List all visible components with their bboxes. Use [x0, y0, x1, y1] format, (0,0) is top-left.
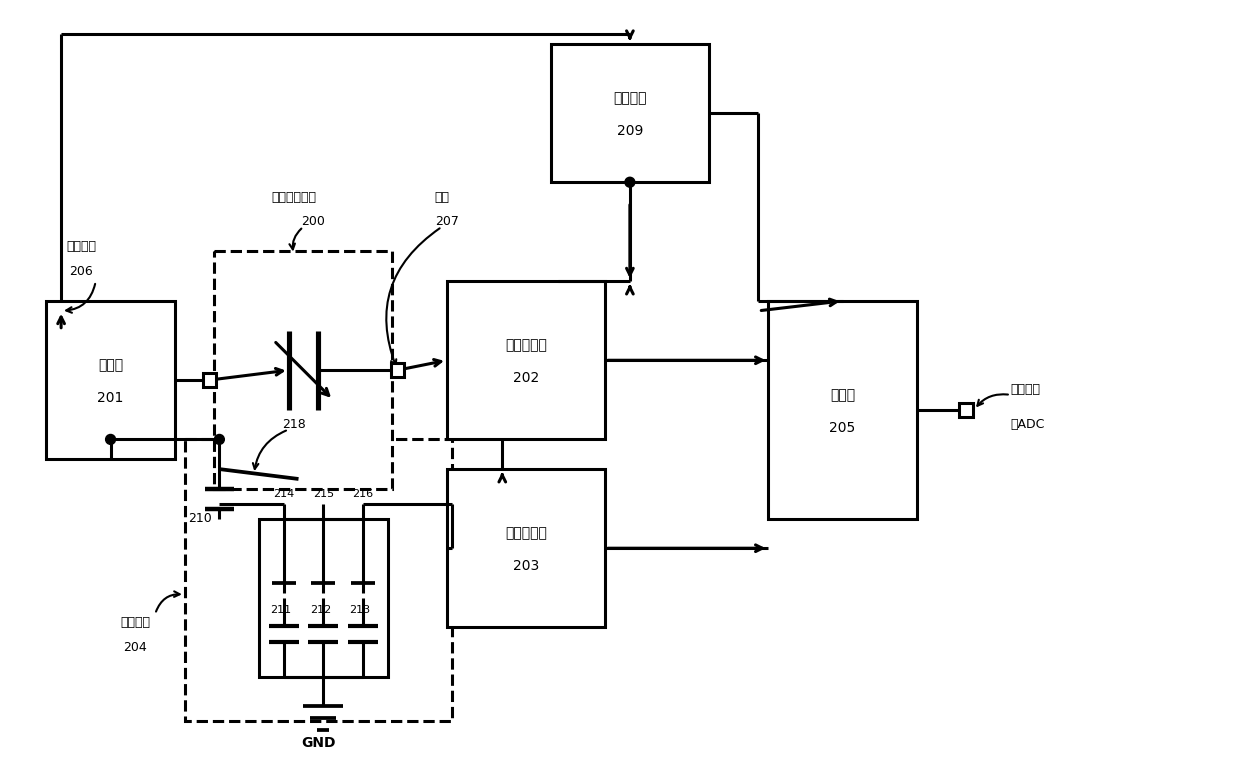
Circle shape — [215, 435, 224, 444]
Bar — [185, 439, 451, 722]
Text: 模拟输出: 模拟输出 — [1011, 383, 1040, 396]
Text: 209: 209 — [616, 124, 644, 138]
Text: 放大器: 放大器 — [830, 388, 856, 402]
Bar — [446, 281, 605, 439]
Bar — [215, 251, 393, 489]
Text: 偏置匹配: 偏置匹配 — [120, 616, 150, 629]
Text: 201: 201 — [98, 391, 124, 405]
Bar — [259, 519, 388, 677]
Text: 200: 200 — [301, 215, 325, 228]
Text: 偏置缓冲器: 偏置缓冲器 — [505, 527, 547, 540]
Text: 高压偏置: 高压偏置 — [66, 240, 95, 253]
Text: 213: 213 — [350, 605, 371, 615]
Circle shape — [625, 177, 635, 187]
Text: 216: 216 — [352, 489, 373, 499]
Text: 输入缓冲器: 输入缓冲器 — [505, 338, 547, 352]
Bar — [960, 402, 973, 416]
Text: 211: 211 — [270, 605, 291, 615]
Text: 202: 202 — [513, 371, 539, 385]
Text: 204: 204 — [124, 641, 148, 654]
Text: 207: 207 — [435, 215, 459, 228]
Text: 203: 203 — [513, 559, 539, 573]
Text: 输入: 输入 — [434, 190, 449, 204]
Text: 218: 218 — [281, 418, 305, 431]
Text: 215: 215 — [312, 489, 334, 499]
Text: 214: 214 — [273, 489, 294, 499]
Text: GND: GND — [301, 736, 336, 750]
Text: 212: 212 — [310, 605, 331, 615]
Bar — [202, 373, 217, 387]
Bar — [46, 301, 175, 460]
Bar — [446, 469, 605, 628]
Text: 稳压电源: 稳压电源 — [613, 91, 646, 105]
Text: 硅麦克风芯片: 硅麦克风芯片 — [272, 190, 316, 204]
Bar — [769, 301, 916, 519]
Text: 电荷泵: 电荷泵 — [98, 359, 123, 372]
Text: 205: 205 — [830, 420, 856, 435]
Text: 210: 210 — [187, 512, 212, 525]
Bar — [551, 44, 709, 182]
Text: 206: 206 — [69, 264, 93, 278]
Text: 或ADC: 或ADC — [1011, 418, 1045, 431]
Bar — [391, 363, 404, 377]
Circle shape — [105, 435, 115, 444]
